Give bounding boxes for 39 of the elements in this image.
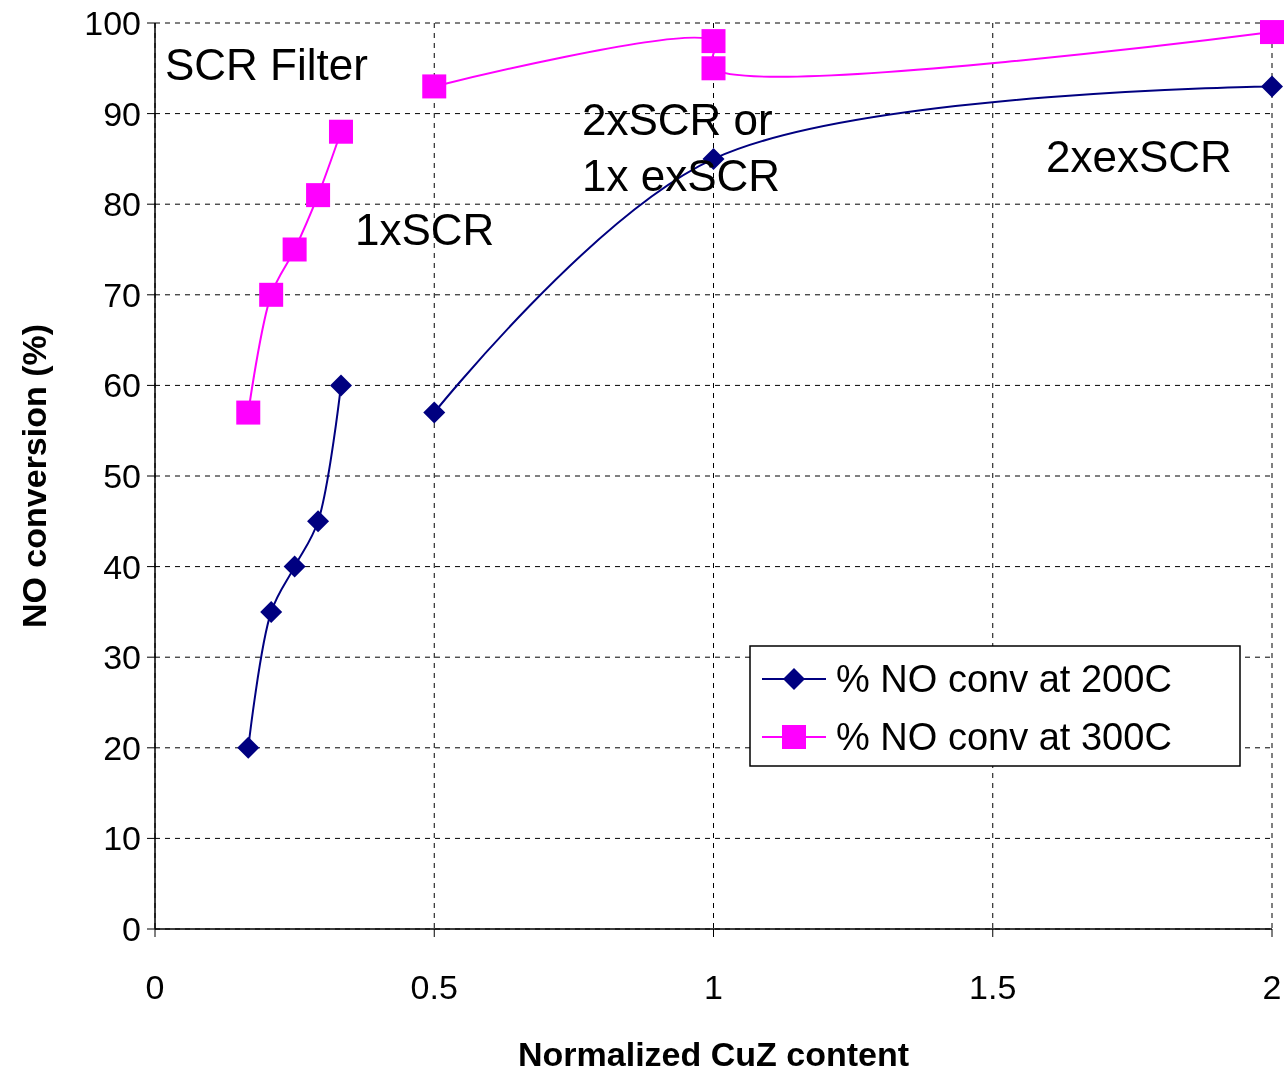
x-axis-title: Normalized CuZ content (517, 1035, 910, 1073)
y-tick-label: 20 (103, 728, 141, 767)
point (423, 401, 446, 424)
point (260, 600, 283, 623)
point (237, 736, 260, 759)
y-axis-title: NO conversion (%) (15, 323, 53, 629)
point (1261, 75, 1283, 98)
y-tick-label: 50 (103, 457, 141, 495)
y-tick-label: 0 (122, 910, 141, 948)
point (306, 183, 331, 208)
point (283, 555, 306, 578)
x-tick-label: 0.5 (410, 968, 458, 1006)
point (328, 119, 353, 144)
point (259, 282, 284, 307)
point (701, 56, 726, 81)
x-tick-label: 1 (704, 968, 723, 1006)
y-tick-label: 40 (103, 547, 141, 586)
y-tick-label: 100 (84, 4, 141, 42)
y-tick-label: 60 (103, 366, 141, 405)
x-tick-label: 0 (145, 968, 165, 1006)
y-tick-label: 30 (103, 638, 141, 677)
y-tick-label: 80 (103, 185, 141, 224)
x-tick-label: 2 (1262, 968, 1282, 1006)
y-tick-label: 90 (103, 94, 141, 133)
annotation: 2xexSCR (1046, 132, 1232, 181)
annotation: SCR Filter (165, 40, 368, 89)
point (701, 29, 726, 54)
point (236, 400, 261, 425)
legend-label: % NO conv at 200C (836, 658, 1172, 700)
y-tick-label: 10 (103, 819, 141, 858)
annotation: 1xSCR (355, 205, 495, 254)
point (1260, 20, 1284, 45)
point (307, 510, 330, 533)
legend-label: % NO conv at 300C (836, 716, 1172, 758)
point (422, 74, 447, 99)
x-tick-label: 1.5 (969, 968, 1017, 1006)
y-tick-label: 70 (103, 275, 141, 314)
point (282, 237, 307, 262)
point (329, 374, 352, 397)
